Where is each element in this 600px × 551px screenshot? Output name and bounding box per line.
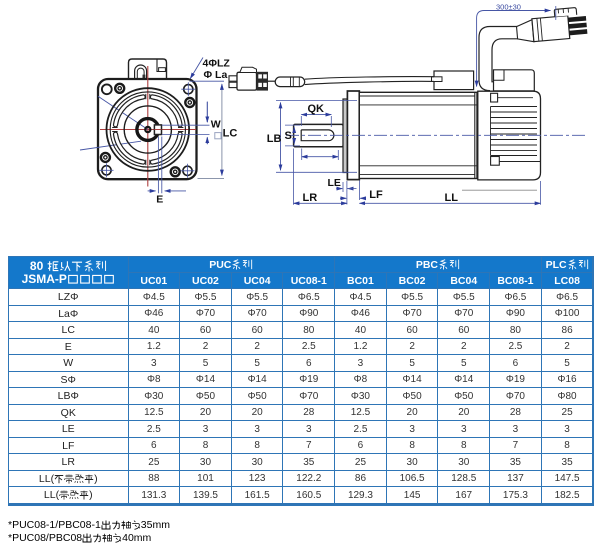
svg-text:LE: LE <box>328 177 341 189</box>
svg-text:300±30: 300±30 <box>496 3 521 12</box>
svg-text:LR: LR <box>303 192 318 204</box>
svg-text:LB: LB <box>267 133 282 145</box>
svg-text:W: W <box>211 118 221 130</box>
svg-text:QK: QK <box>308 103 325 115</box>
svg-text:4ΦLZ: 4ΦLZ <box>203 58 231 70</box>
svg-text:E: E <box>156 194 163 206</box>
svg-text:S: S <box>285 130 292 142</box>
svg-text:LF: LF <box>369 189 383 201</box>
svg-text:LC: LC <box>223 128 238 140</box>
svg-text:LL: LL <box>445 192 459 204</box>
svg-text:Φ La: Φ La <box>204 69 228 81</box>
